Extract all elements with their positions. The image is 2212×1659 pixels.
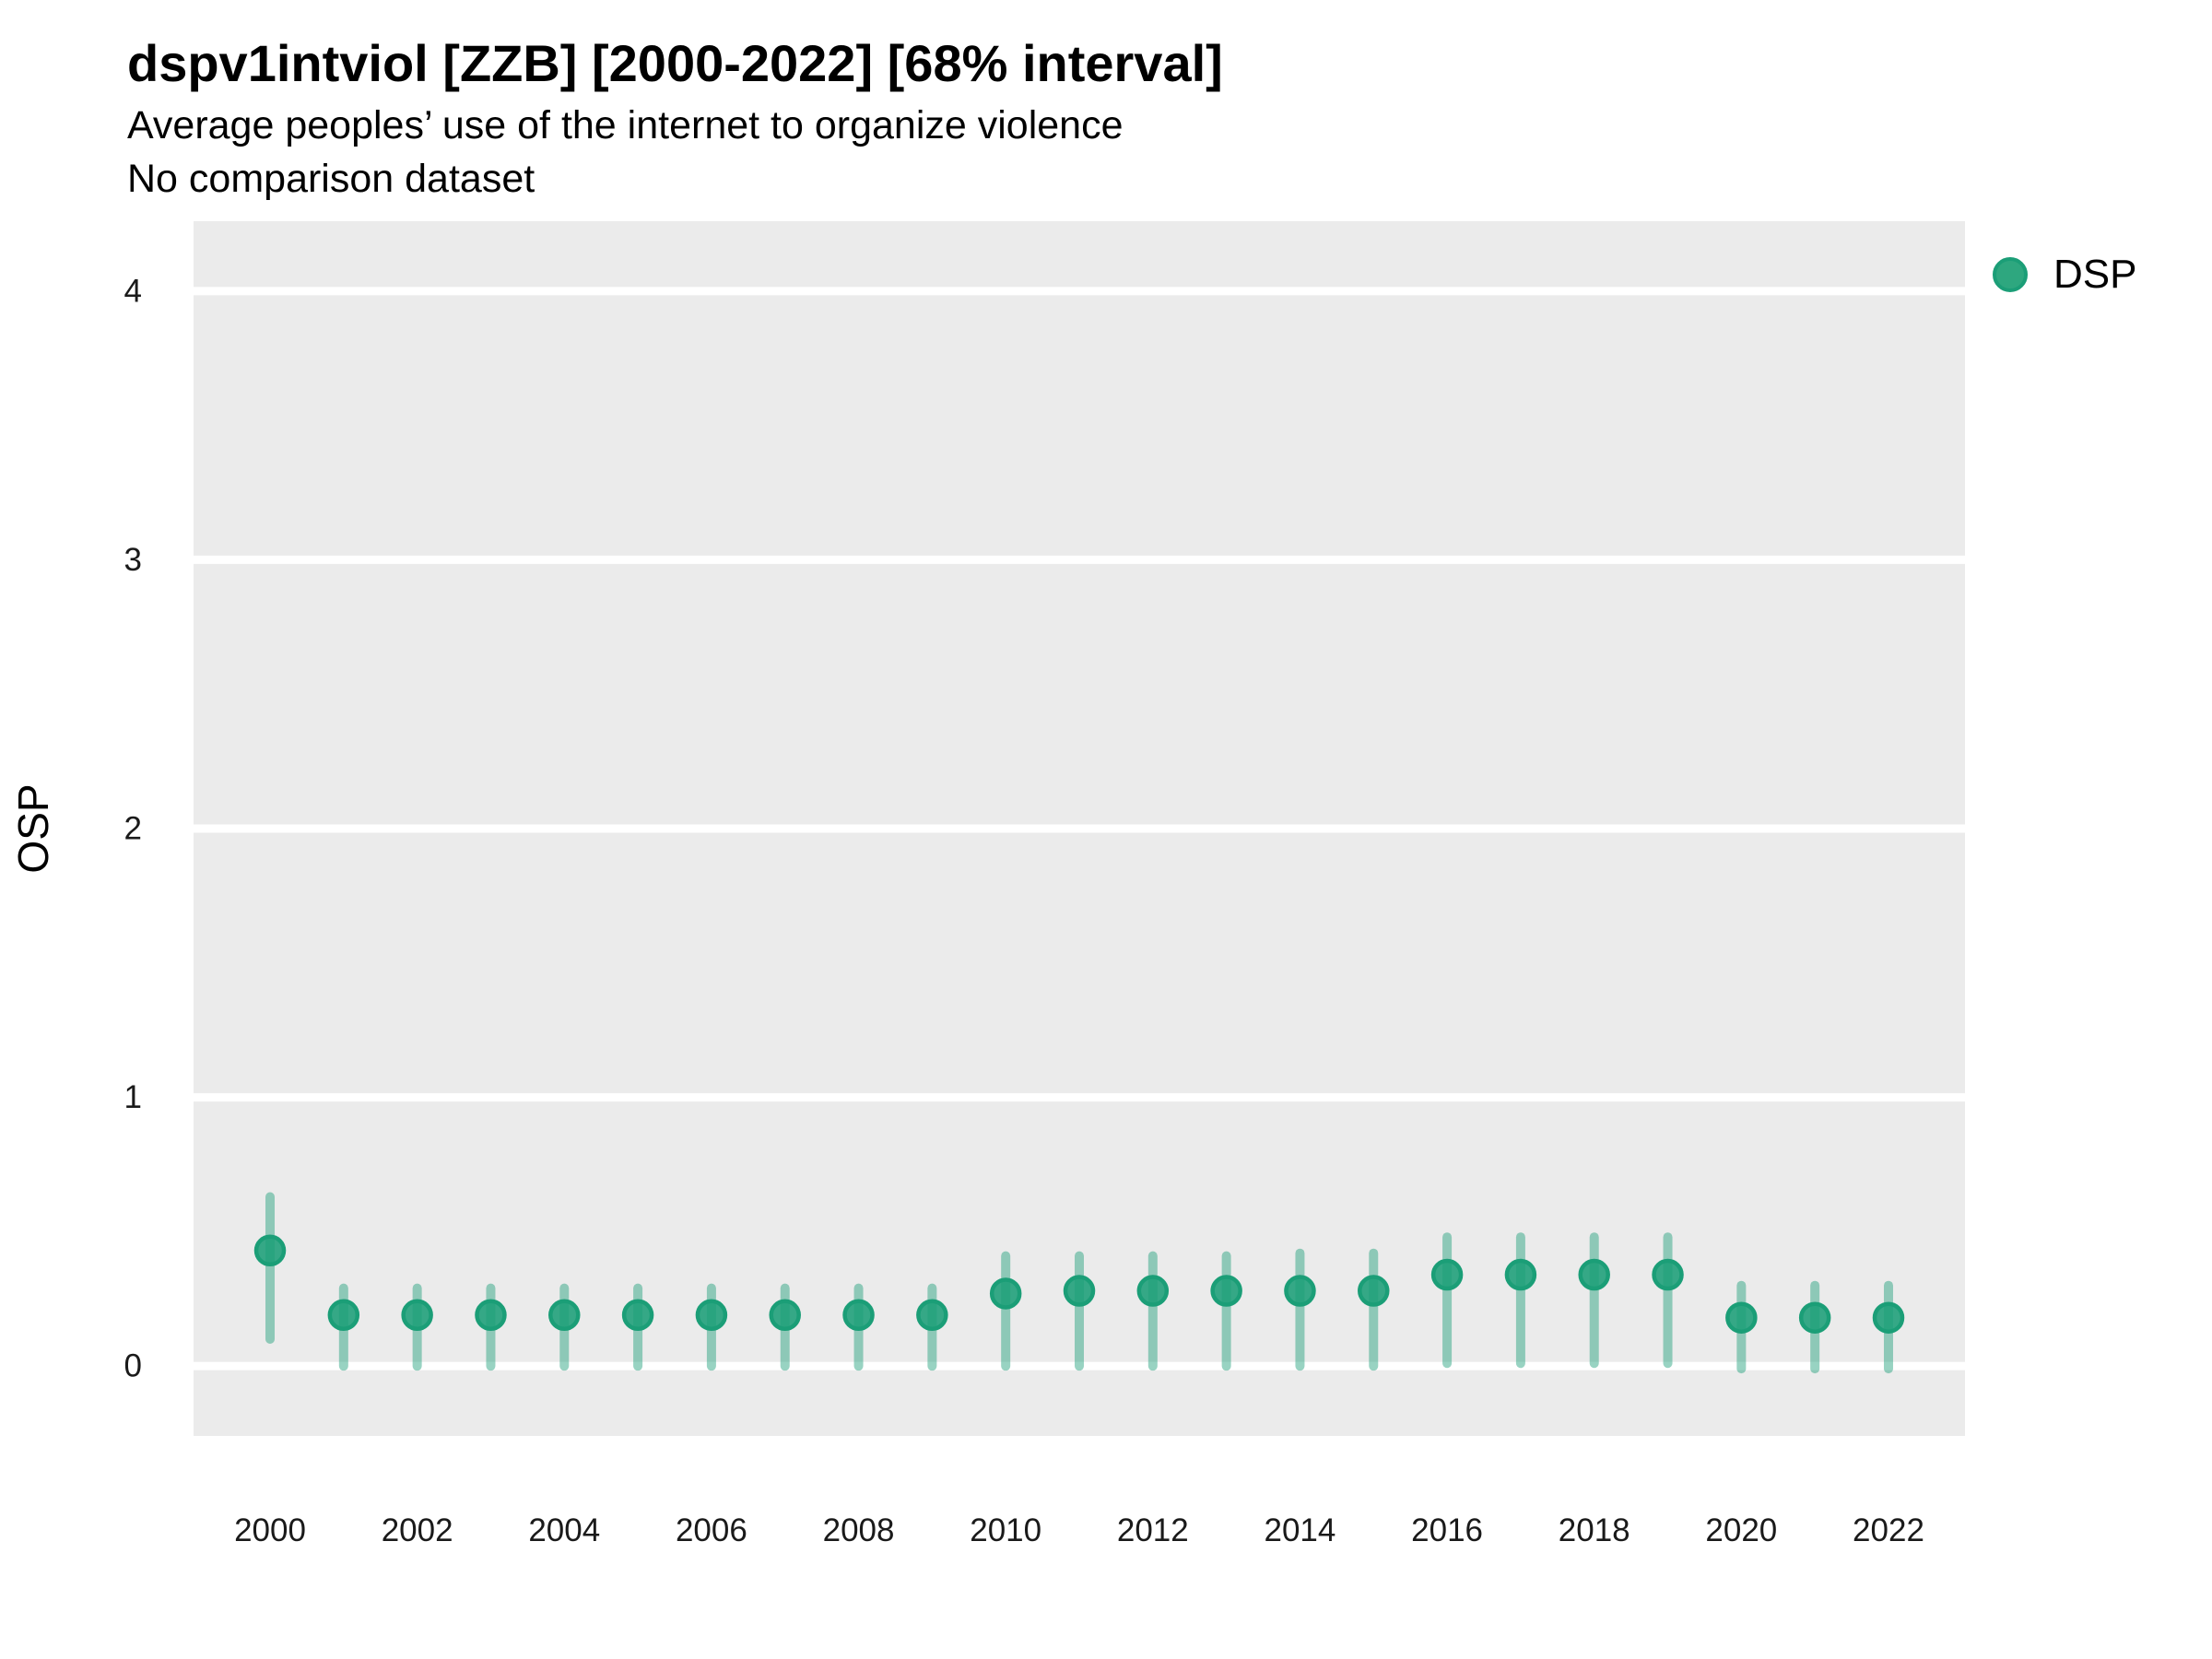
point-2010 (989, 1277, 1022, 1310)
point-2019 (1652, 1258, 1684, 1291)
legend-point-icon (1993, 257, 2028, 292)
y-axis-title: OSP (9, 783, 57, 873)
x-tick-label-2004: 2004 (528, 1512, 600, 1548)
x-tick-label-2006: 2006 (676, 1512, 747, 1548)
chart-subtitle: Average peoples’ use of the internet to … (127, 103, 1124, 147)
point-2011 (1063, 1275, 1096, 1307)
chart-subtitle-comparison: No comparison dataset (127, 157, 535, 201)
x-tick-label-2008: 2008 (823, 1512, 895, 1548)
x-tick-label-2012: 2012 (1117, 1512, 1189, 1548)
point-2001 (327, 1299, 360, 1332)
point-2013 (1210, 1275, 1242, 1307)
point-2022 (1872, 1301, 1905, 1334)
x-tick-label-2014: 2014 (1265, 1512, 1336, 1548)
y-tick-label-3: 3 (124, 542, 142, 578)
legend-label: DSP (2053, 252, 2137, 297)
y-tick-label-2: 2 (124, 811, 142, 847)
point-2005 (621, 1299, 654, 1332)
x-tick-label-2002: 2002 (382, 1512, 453, 1548)
x-tick-label-2016: 2016 (1411, 1512, 1483, 1548)
point-2012 (1136, 1275, 1170, 1307)
point-2000 (253, 1234, 287, 1267)
point-2003 (475, 1299, 507, 1332)
x-tick-label-2000: 2000 (234, 1512, 306, 1548)
y-tick-label-1: 1 (124, 1079, 142, 1115)
point-2016 (1430, 1258, 1464, 1291)
point-2017 (1504, 1258, 1537, 1291)
point-2009 (916, 1299, 948, 1332)
point-2008 (842, 1299, 875, 1332)
legend: DSP (1993, 254, 2136, 295)
x-tick-label-2018: 2018 (1559, 1512, 1630, 1548)
x-tick-label-2020: 2020 (1705, 1512, 1777, 1548)
y-tick-label-0: 0 (124, 1348, 142, 1384)
point-2004 (548, 1299, 581, 1332)
point-2002 (401, 1299, 433, 1332)
point-2006 (695, 1299, 728, 1332)
point-2007 (769, 1299, 801, 1332)
point-2015 (1358, 1275, 1390, 1307)
x-tick-label-2022: 2022 (1853, 1512, 1924, 1548)
y-tick-label-4: 4 (124, 273, 142, 309)
point-2018 (1578, 1258, 1610, 1291)
point-2021 (1798, 1301, 1831, 1334)
chart-title: dspv1intviol [ZZB] [2000-2022] [68% inte… (127, 34, 1223, 92)
x-tick-label-2010: 2010 (970, 1512, 1041, 1548)
point-2014 (1284, 1275, 1316, 1307)
point-2020 (1725, 1301, 1758, 1334)
